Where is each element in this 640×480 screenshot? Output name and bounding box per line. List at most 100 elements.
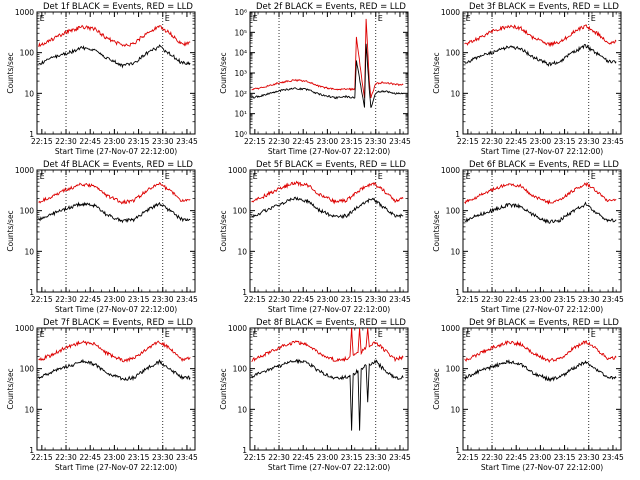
y-tick-label: 1000	[15, 8, 34, 17]
x-tick-label: 23:00	[530, 137, 552, 146]
x-tick-label: 22:45	[292, 453, 314, 462]
event-label: E	[378, 14, 383, 23]
x-tick-label: 23:45	[602, 453, 624, 462]
y-tick-label: 100	[446, 365, 461, 374]
event-label: E	[165, 172, 170, 181]
x-tick-label: 22:45	[505, 137, 527, 146]
x-tick-label: 22:15	[457, 453, 479, 462]
x-tick-label: 22:15	[244, 453, 266, 462]
x-tick-label: 23:30	[152, 453, 174, 462]
x-tick-label: 23:45	[389, 453, 411, 462]
y-tick-label: 10¹	[234, 110, 247, 119]
x-axis-label: Start Time (27-Nov-07 22:12:00)	[481, 463, 603, 472]
y-tick-label: 1000	[15, 166, 34, 175]
panel-title: Det 7f BLACK = Events, RED = LLD	[43, 318, 193, 328]
y-tick-label: 1	[455, 130, 460, 139]
event-label: E	[378, 330, 383, 339]
plot-frame	[36, 11, 196, 135]
y-tick-label: 100	[20, 207, 35, 216]
x-tick-label: 23:00	[317, 295, 339, 304]
events-series-line	[251, 358, 404, 431]
event-label: E	[378, 172, 383, 181]
x-tick-label: 23:15	[341, 453, 363, 462]
x-tick-label: 23:45	[176, 295, 198, 304]
x-tick-label: 23:30	[365, 453, 387, 462]
panel-title: Det 9f BLACK = Events, RED = LLD	[469, 318, 619, 328]
x-tick-label: 22:45	[79, 295, 101, 304]
x-axis-label: Start Time (27-Nov-07 22:12:00)	[268, 463, 390, 472]
y-tick-label: 1000	[441, 166, 460, 175]
event-label: E	[165, 330, 170, 339]
y-tick-label: 1	[455, 288, 460, 297]
y-tick-label: 1	[242, 288, 247, 297]
x-tick-label: 23:00	[317, 453, 339, 462]
plot-frame	[36, 327, 196, 451]
x-tick-label: 23:00	[317, 137, 339, 146]
x-tick-label: 22:15	[244, 295, 266, 304]
y-tick-label: 1000	[228, 324, 247, 333]
x-tick-label: 22:15	[244, 137, 266, 146]
x-tick-label: 23:15	[554, 137, 576, 146]
x-tick-label: 23:15	[341, 137, 363, 146]
y-axis-label: Counts/sec	[219, 52, 228, 93]
y-tick-label: 1000	[15, 324, 34, 333]
x-tick-label: 23:15	[128, 137, 150, 146]
y-tick-label: 1000	[228, 166, 247, 175]
y-tick-label: 10²	[234, 89, 247, 98]
x-tick-label: 23:15	[554, 453, 576, 462]
x-tick-label: 23:30	[152, 137, 174, 146]
x-tick-label: 22:45	[292, 137, 314, 146]
y-tick-label: 100	[446, 49, 461, 58]
lld-series-line	[38, 182, 191, 205]
x-axis-label: Start Time (27-Nov-07 22:12:00)	[55, 305, 177, 314]
y-axis-label: Counts/sec	[432, 368, 441, 409]
y-axis-label: Counts/sec	[432, 52, 441, 93]
panel-det-2: Det 2f BLACK = Events, RED = LLD 10⁰ 10¹ 10…	[219, 2, 411, 156]
x-tick-label: 22:30	[55, 137, 77, 146]
y-tick-label: 1	[29, 130, 34, 139]
plot-frame	[462, 327, 622, 451]
plot-frame	[462, 11, 622, 135]
x-axis-label: Start Time (27-Nov-07 22:12:00)	[481, 147, 603, 156]
x-tick-label: 22:30	[268, 453, 290, 462]
x-tick-label: 23:30	[152, 295, 174, 304]
events-series-line	[251, 196, 404, 219]
x-tick-label: 23:15	[128, 453, 150, 462]
x-tick-label: 22:45	[505, 453, 527, 462]
event-label: E	[40, 14, 45, 23]
x-axis-label: Start Time (27-Nov-07 22:12:00)	[481, 305, 603, 314]
x-axis-label: Start Time (27-Nov-07 22:12:00)	[268, 147, 390, 156]
x-axis-label: Start Time (27-Nov-07 22:12:00)	[55, 147, 177, 156]
x-tick-label: 23:45	[389, 137, 411, 146]
panel-det-7: Det 7f BLACK = Events, RED = LLD 1 10 100 10…	[6, 318, 198, 472]
lld-series-line	[38, 340, 191, 363]
x-tick-label: 22:30	[481, 295, 503, 304]
x-tick-label: 23:00	[530, 295, 552, 304]
x-tick-label: 23:30	[578, 295, 600, 304]
event-label: E	[253, 172, 258, 181]
x-axis-label: Start Time (27-Nov-07 22:12:00)	[268, 305, 390, 314]
panel-det-8: Det 8f BLACK = Events, RED = LLD 1 10 100 10…	[219, 318, 411, 472]
x-tick-label: 23:00	[104, 137, 126, 146]
events-series-line	[38, 358, 191, 382]
x-tick-label: 22:15	[31, 295, 53, 304]
panel-title: Det 8f BLACK = Events, RED = LLD	[256, 318, 406, 328]
y-tick-label: 10	[237, 405, 247, 414]
event-label: E	[165, 14, 170, 23]
x-tick-label: 23:00	[104, 295, 126, 304]
y-tick-label: 1	[29, 288, 34, 297]
y-axis-label: Counts/sec	[6, 52, 15, 93]
y-axis-label: Counts/sec	[6, 210, 15, 251]
x-tick-label: 23:45	[389, 295, 411, 304]
lld-series-line	[464, 24, 617, 48]
x-tick-label: 23:45	[602, 295, 624, 304]
lld-series-line	[251, 180, 404, 205]
x-tick-label: 22:45	[505, 295, 527, 304]
y-tick-label: 10	[450, 247, 460, 256]
y-tick-label: 10	[24, 247, 34, 256]
panel-det-3: Det 3f BLACK = Events, RED = LLD 1 10 100 10…	[432, 2, 624, 156]
plot-frame	[462, 169, 622, 293]
y-axis-label: Counts/sec	[432, 210, 441, 251]
event-label: E	[591, 330, 596, 339]
